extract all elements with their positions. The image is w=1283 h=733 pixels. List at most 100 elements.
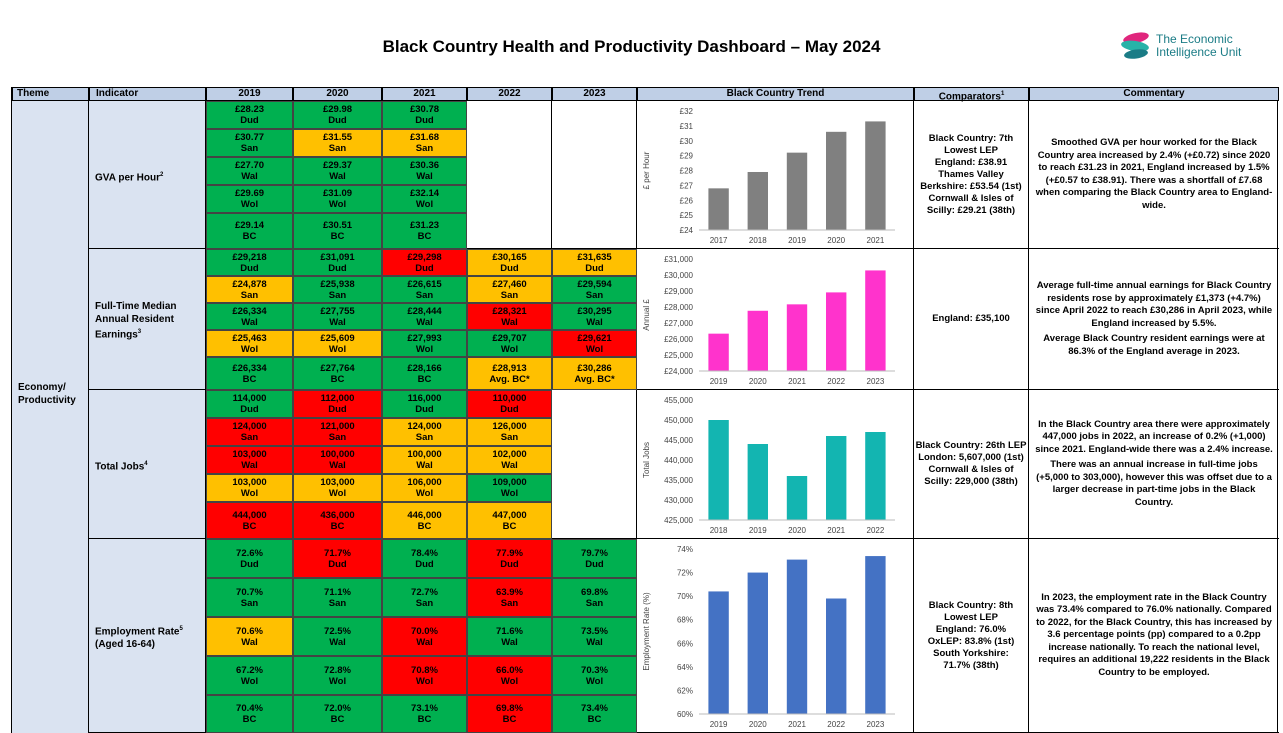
indicator-cell: Full-Time Median Annual Resident Earnings3 — [89, 249, 206, 390]
cell-area: Dud — [500, 404, 519, 415]
header-indicator: Indicator — [89, 87, 206, 101]
x-tick-label: 2022 — [867, 526, 885, 535]
cell-area: Wal — [329, 636, 346, 648]
cell-area: San — [328, 289, 347, 301]
chart-bar — [786, 152, 808, 230]
chart-bar — [865, 432, 886, 520]
cell-area: Wol — [240, 675, 259, 687]
chart-bar — [826, 436, 847, 520]
y-tick-label: 425,000 — [664, 516, 693, 525]
page-title: Black Country Health and Productivity Da… — [382, 37, 881, 56]
cell-value: £29.37 — [322, 160, 353, 171]
y-tick-label: 72% — [677, 569, 693, 578]
logo: The Economic Intelligence Unit — [1118, 28, 1268, 68]
indicator-footnote: 2 — [160, 171, 164, 178]
value-cell: 446,000 BC — [382, 502, 467, 539]
comparator-line: England: £35,100 — [932, 313, 1010, 324]
cell-value: £27,460 — [492, 278, 527, 290]
value-cell: 79.7% Dud — [552, 539, 637, 578]
value-cell: £32.14 Wol — [382, 185, 467, 213]
cell-area: Wol — [328, 199, 347, 210]
cell-value: 70.0% — [411, 625, 438, 637]
value-cell: £28,321 Wal — [467, 303, 552, 330]
value-cell: 71.6% Wal — [467, 617, 552, 656]
comparators-cell: Black Country: 7th Lowest LEP England: £38… — [914, 101, 1029, 249]
x-tick-label: 2020 — [788, 526, 806, 535]
value-cell: 106,000 Wol — [382, 474, 467, 502]
cell-value: £30.51 — [322, 220, 353, 231]
x-tick-label: 2019 — [749, 526, 767, 535]
value-cell: £27.70 Wal — [206, 157, 293, 185]
x-tick-label: 2021 — [867, 236, 885, 245]
header-comparators-sup: 1 — [1000, 91, 1005, 97]
cell-value: £29.69 — [234, 188, 265, 199]
value-cell: £27,460 San — [467, 276, 552, 303]
indicator-label: GVA per Hour2 — [95, 171, 164, 183]
cell-value: 124,000 — [407, 421, 442, 432]
x-tick-label: 2021 — [827, 526, 845, 535]
comparator-line: Thames Valley — [938, 168, 1004, 180]
comparator-line: Scilly: £29.21 (38th) — [926, 204, 1016, 216]
commentary-text: Smoothed GVA per hour worked for the Bla… — [1035, 137, 1273, 211]
cell-area: Wol — [328, 488, 347, 499]
chart-bar — [786, 476, 808, 520]
x-tick-label: 2022 — [827, 377, 845, 386]
value-cell: 70.3% Wol — [552, 656, 637, 695]
cell-area: BC — [330, 714, 345, 725]
cell-value: 79.7% — [581, 547, 608, 559]
x-tick-label: 2020 — [827, 236, 845, 245]
cell-value: 67.2% — [236, 664, 263, 676]
chart-bar — [708, 420, 729, 520]
comparator-line: Black Country: 26th LEP — [915, 440, 1027, 451]
y-axis-label: Annual £ — [642, 299, 651, 331]
cell-value: 121,000 — [320, 421, 355, 432]
cell-area: Wal — [241, 636, 258, 648]
comparator-line: South Yorkshire: — [933, 647, 1009, 659]
value-cell: £29,218 Dud — [206, 249, 293, 276]
value-cell: 124,000 San — [382, 418, 467, 446]
value-cell: £25,463 Wol — [206, 330, 293, 357]
cell-value: 109,000 — [492, 477, 527, 488]
cell-area: Wol — [500, 343, 519, 355]
value-cell: 69.8% BC — [467, 695, 552, 733]
value-cell: 102,000 Wal — [467, 446, 552, 474]
value-cell: 73.1% BC — [382, 695, 467, 733]
value-cell: £30,295 Wal — [552, 303, 637, 330]
y-tick-label: £24,000 — [664, 367, 693, 376]
cell-value: £27,764 — [320, 362, 355, 374]
cell-area: Dud — [415, 558, 434, 570]
cell-value: 63.9% — [496, 586, 523, 598]
commentary-cell: Smoothed GVA per hour worked for the Bla… — [1029, 101, 1279, 249]
cell-area: San — [240, 597, 259, 609]
cell-area: San — [415, 432, 434, 443]
cell-area: Dud — [328, 115, 347, 126]
value-cell: £31,635 Dud — [552, 249, 637, 276]
cell-value: 71.6% — [496, 625, 523, 637]
indicator-label: Annual Resident — [95, 314, 174, 325]
y-tick-label: £29 — [680, 152, 694, 161]
value-cell: £31,091 Dud — [293, 249, 382, 276]
value-cell: £25,938 San — [293, 276, 382, 303]
cell-area: BC — [417, 714, 432, 725]
y-tick-label: 60% — [677, 710, 693, 719]
cell-area: Dud — [240, 404, 259, 415]
comparator-line: Lowest LEP — [944, 144, 998, 156]
cell-area: Wol — [240, 343, 259, 355]
cell-value: £29.14 — [234, 220, 265, 231]
value-cell: £31.09 Wol — [293, 185, 382, 213]
cell-area: San — [240, 289, 259, 301]
cell-value: £29,594 — [577, 278, 612, 290]
cell-value: 77.9% — [496, 547, 523, 559]
cell-area: Wol — [500, 675, 519, 687]
x-tick-label: 2022 — [827, 720, 845, 729]
y-tick-label: 455,000 — [664, 396, 693, 405]
y-tick-label: 70% — [677, 592, 693, 601]
value-cell: 100,000 Wal — [382, 446, 467, 474]
cell-value: £24,878 — [232, 278, 267, 290]
y-tick-label: £27,000 — [664, 319, 693, 328]
cell-value: £32.14 — [409, 188, 440, 199]
chart-bar — [786, 559, 808, 714]
comparator-line: London: 5,607,000 (1st) — [918, 452, 1024, 463]
cell-value: 72.6% — [236, 547, 263, 559]
cell-value: 100,000 — [320, 449, 355, 460]
